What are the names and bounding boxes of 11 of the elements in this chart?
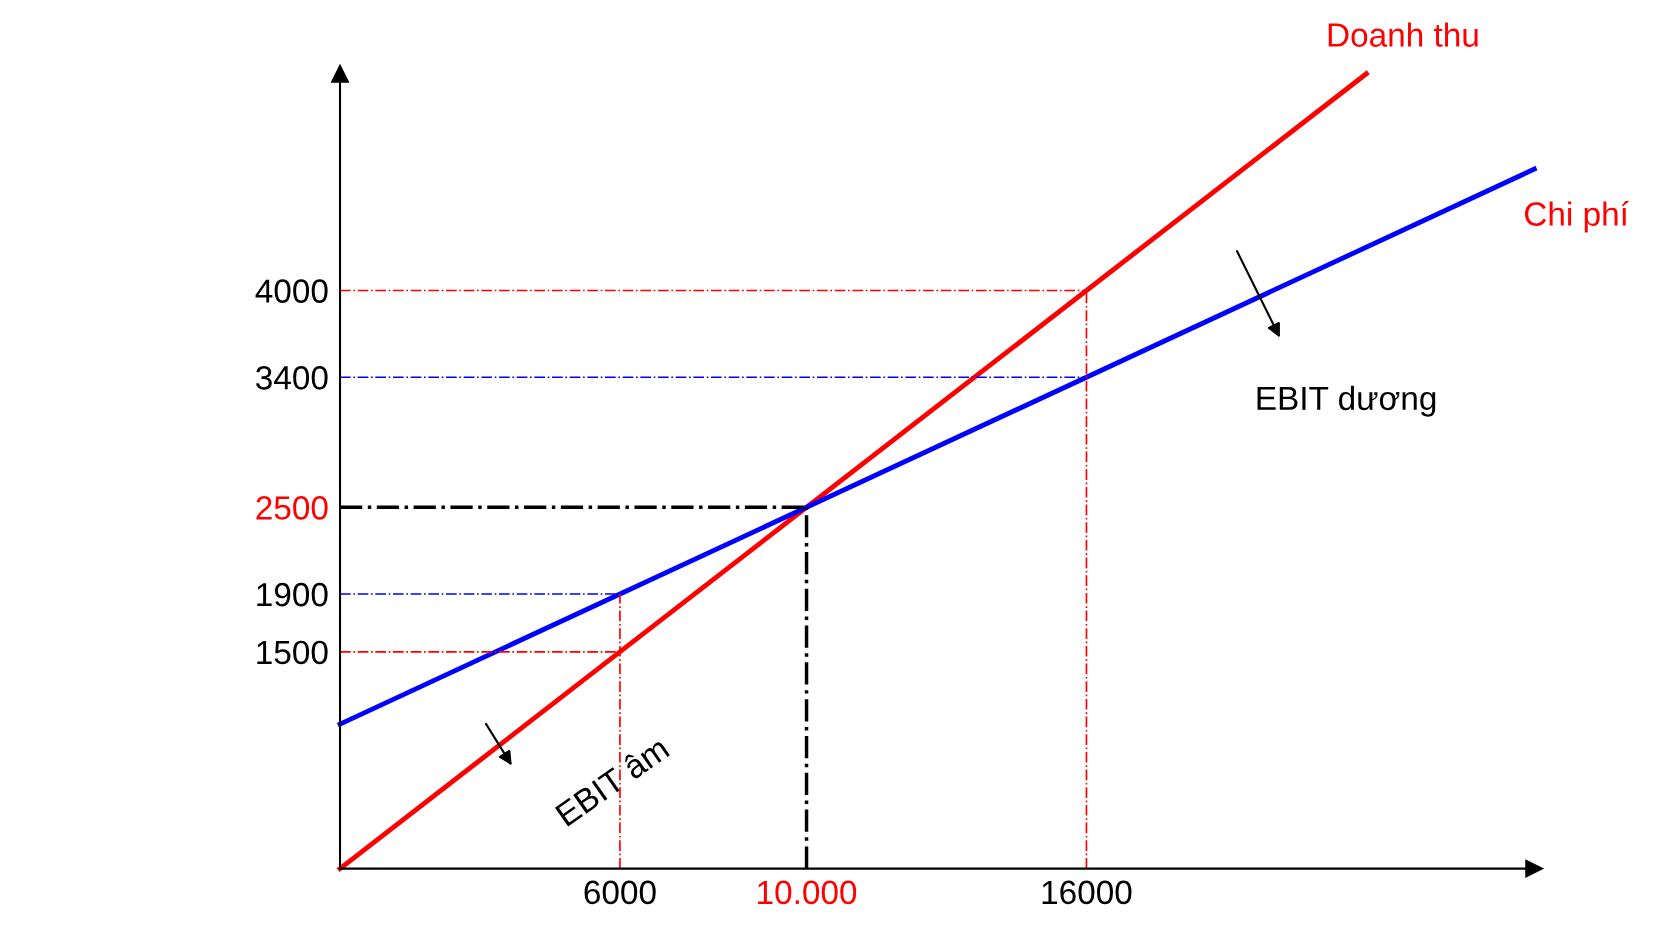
y-tick-label: 1900 <box>257 582 328 607</box>
y-tick-label: 1500 <box>257 640 328 665</box>
series-label: Doanh thu <box>1328 22 1478 47</box>
annotation: EBIT dương <box>1257 385 1436 417</box>
series-label: Chi phí <box>1524 201 1629 233</box>
x-tick-label: 10.000 <box>758 880 857 905</box>
y-tick-label: 4000 <box>255 279 328 303</box>
y-tick-label: 2500 <box>256 496 328 520</box>
x-tick-label: 6000 <box>584 880 656 905</box>
x-tick-label: 16000 <box>1042 880 1132 905</box>
y-tick-label: 3400 <box>256 366 328 390</box>
